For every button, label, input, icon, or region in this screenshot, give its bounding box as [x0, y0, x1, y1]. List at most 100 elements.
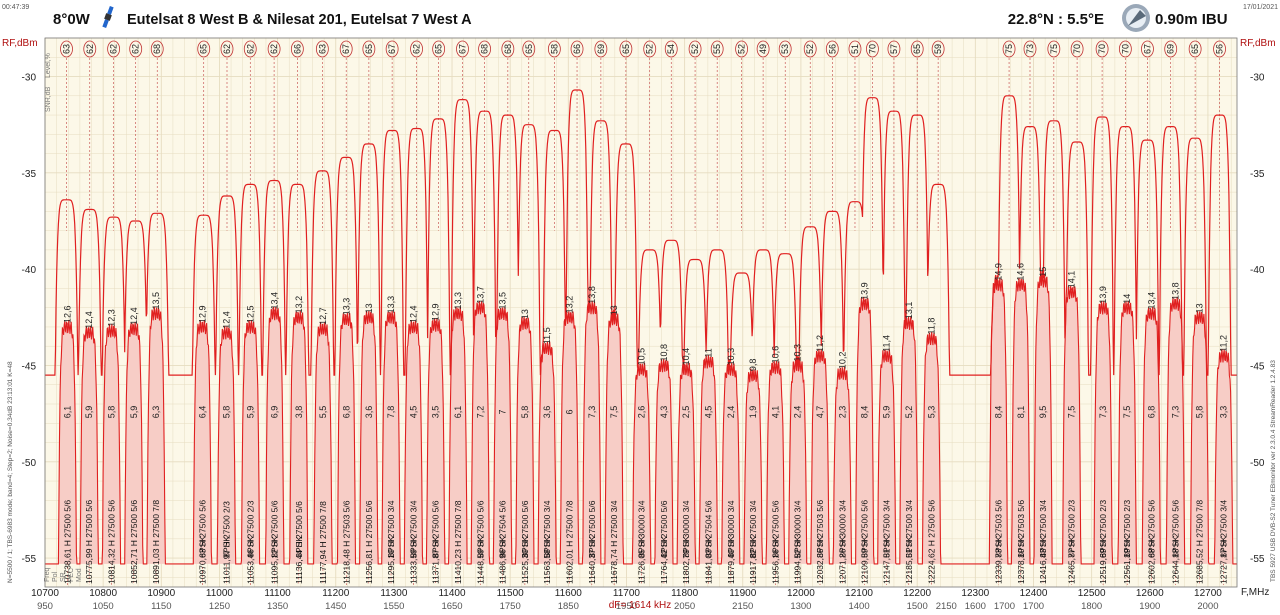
snr-value-low: 4,5 [703, 406, 713, 419]
level-oval [315, 40, 329, 58]
transponder-params: 11956,16 H 27500 5/6 [770, 500, 780, 584]
transponder-params: 11333,59 H 27500 3/4 [408, 500, 418, 584]
level-oval [197, 40, 211, 58]
snr-value-top: 13 [364, 303, 374, 313]
snr-value-top: 13,8 [1170, 282, 1180, 300]
level-value: 57 [889, 44, 899, 54]
level-oval [456, 40, 469, 58]
level-oval [1188, 40, 1202, 58]
x-tick-if: 1150 [151, 601, 171, 612]
x-tick-label: 11000 [206, 588, 234, 599]
transponder-params: 12602,68 H 27500 5/6 [1146, 500, 1156, 584]
y-tick-right: -55 [1250, 554, 1265, 565]
x-tick-if: 1350 [267, 601, 288, 612]
snr-value-top: 13,3 [386, 296, 396, 314]
right-vertical-note: TBS 5927 USB DVB-S2 Tuner EBmonitor ver … [1270, 360, 1277, 582]
level-oval [1047, 40, 1061, 58]
transponder-mod: 8PSK [882, 536, 892, 558]
x-tick-if: 1250 [209, 601, 230, 612]
x-tick-label: 11200 [322, 588, 350, 599]
transponder-mod: 8PSK [1170, 536, 1180, 558]
snr-value-top: 14,1 [1067, 271, 1077, 289]
snr-value-low: 7,5 [609, 406, 619, 419]
x-tick-if: 2000 [1197, 601, 1218, 612]
transponder-params: 11764,42 H 27500 5/6 [659, 500, 669, 584]
level-oval [547, 40, 561, 58]
transponder-params: 12224,62 H 27500 5/6 [927, 500, 937, 584]
transponder-params: 11053,46 H 27500 2/3 [246, 500, 256, 584]
snr-value-top: 10,6 [770, 346, 780, 364]
level-value: 65 [524, 44, 534, 54]
snr-value-low: 5,2 [904, 406, 914, 419]
transponder-params: 12519,69 H 27500 2/3 [1098, 500, 1108, 584]
level-value: 62 [109, 44, 119, 54]
transponder-mod: 8PSK [637, 536, 647, 558]
left-vertical-note: N=5500 / 1; TBS-6983 mode; band=4; Step=… [7, 361, 14, 583]
level-oval [664, 40, 678, 58]
transponder-mod: 8PSK [793, 536, 803, 558]
snr-value-low: 5,9 [882, 406, 892, 419]
snr-value-low: 6,1 [453, 406, 463, 419]
transponder-params: 11011,97 H 27500 2/3 [221, 501, 231, 584]
level-value: 56 [1215, 44, 1225, 54]
snr-value-top: 10,8 [659, 344, 669, 362]
level-oval [1213, 40, 1226, 58]
trace-vertical [45, 89, 1237, 376]
transponder-params: 12185,51 H 27500 3/4 [904, 500, 914, 584]
transponder-mod: 8PSK [587, 536, 597, 558]
x-tick-if: 1400 [848, 601, 869, 612]
level-value: 70 [867, 44, 877, 54]
snr-value-low: 7,3 [1098, 406, 1108, 419]
transponder-params: 11994,52 H 30000 3/4 [793, 500, 803, 584]
level-value: 65 [364, 44, 374, 54]
snr-value-low: 2,6 [637, 406, 647, 419]
level-oval [735, 40, 748, 58]
satellite-icon [102, 5, 114, 29]
row-label: Freq [44, 568, 51, 583]
level-value: 62 [245, 44, 255, 54]
transponder-mod: 8PSK [270, 536, 280, 558]
x-tick-if: 1050 [93, 601, 114, 612]
level-oval [619, 40, 633, 58]
snr-value-top: 12,4 [84, 311, 94, 329]
level-value: 62 [222, 44, 232, 54]
level-oval [267, 40, 281, 58]
x-tick-label: 12300 [961, 588, 989, 599]
snr-labels: 12,6 6,1 12,4 5,9 12,3 5,8 12,4 5,9 13,5 6,3 12,9 6… [62, 263, 1228, 418]
transponder-params: 12147,51 H 27500 3/4 [882, 500, 892, 584]
snr-value-low: 4,5 [408, 406, 418, 419]
level-oval [643, 40, 657, 58]
transponder-params: 11678,74 H 27500 3/4 [609, 500, 619, 584]
snr-value-low: 7,2 [475, 406, 485, 419]
level-value: 69 [1166, 44, 1176, 54]
x-tick-if: 1700 [1023, 601, 1044, 612]
level-value: 62 [412, 44, 422, 54]
snr-value-top: 13,1 [904, 302, 914, 320]
transponder-params: 10970,63 H 27500 5/6 [197, 500, 207, 584]
snr-value-top: 11 [703, 348, 713, 357]
level-oval [522, 40, 536, 58]
snr-value-low: 5,9 [129, 406, 139, 419]
snr-value-top: 13,3 [341, 298, 351, 316]
transponder-mod: 8PSK [770, 536, 780, 558]
transponder-params: 10814,32 H 27500 5/6 [106, 500, 116, 584]
transponder-params: 11486,96 H 27504 5/6 [498, 500, 508, 584]
level-oval [778, 40, 792, 58]
snr-value-low: 7,5 [1067, 406, 1077, 419]
snr-value-low: 7,3 [587, 406, 597, 419]
snr-value-top: 13,5 [151, 292, 161, 310]
snr-value-low: 3,6 [364, 406, 374, 419]
snr-value-low: 2,4 [726, 406, 736, 419]
snr-value-top: 12,4 [408, 305, 418, 323]
transponder-params: 11256,81 H 27500 5/6 [364, 500, 374, 584]
x-tick-label: 12600 [1136, 588, 1164, 599]
level-oval [803, 40, 817, 58]
snr-value-top: 12,6 [62, 305, 72, 323]
level-value: 73 [1025, 44, 1035, 54]
snr-value-low: 4,1 [770, 406, 780, 419]
level-oval [362, 40, 376, 58]
transponder-params: 12561,19 H 27500 2/3 [1122, 500, 1132, 584]
transponder-params: 10852,71 H 27500 5/6 [129, 500, 139, 584]
row-label: SR [60, 572, 67, 582]
